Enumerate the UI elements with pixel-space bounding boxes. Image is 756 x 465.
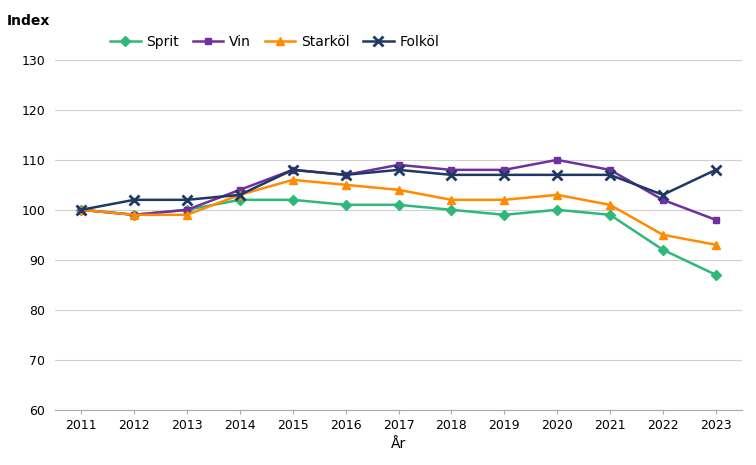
Folköl <box>447 172 456 178</box>
Vin <box>77 207 86 213</box>
Line: Folköl: Folköl <box>76 165 720 215</box>
Sprit <box>130 212 139 218</box>
Starköl <box>394 187 403 193</box>
Folköl <box>658 192 668 198</box>
Starköl <box>711 242 720 247</box>
Vin <box>711 217 720 223</box>
X-axis label: År: År <box>391 437 406 451</box>
Sprit <box>711 272 720 278</box>
Sprit <box>553 207 562 213</box>
Sprit <box>447 207 456 213</box>
Vin <box>182 207 191 213</box>
Line: Vin: Vin <box>78 156 719 223</box>
Vin <box>447 167 456 173</box>
Sprit <box>341 202 350 207</box>
Vin <box>553 157 562 163</box>
Sprit <box>500 212 509 218</box>
Vin <box>658 197 668 203</box>
Vin <box>500 167 509 173</box>
Sprit <box>235 197 244 203</box>
Starköl <box>553 192 562 198</box>
Sprit <box>606 212 615 218</box>
Folköl <box>553 172 562 178</box>
Starköl <box>341 182 350 188</box>
Folköl <box>341 172 350 178</box>
Starköl <box>182 212 191 218</box>
Vin <box>394 162 403 168</box>
Starköl <box>447 197 456 203</box>
Starköl <box>77 207 86 213</box>
Vin <box>341 172 350 178</box>
Line: Starköl: Starköl <box>77 176 720 249</box>
Starköl <box>606 202 615 207</box>
Sprit <box>658 247 668 252</box>
Sprit <box>77 207 86 213</box>
Vin <box>235 187 244 193</box>
Vin <box>288 167 297 173</box>
Sprit <box>182 207 191 213</box>
Folköl <box>130 197 139 203</box>
Legend: Sprit, Vin, Starköl, Folköl: Sprit, Vin, Starköl, Folköl <box>110 34 439 48</box>
Starköl <box>288 177 297 183</box>
Sprit <box>394 202 403 207</box>
Folköl <box>77 207 86 213</box>
Starköl <box>658 232 668 238</box>
Starköl <box>130 212 139 218</box>
Folköl <box>500 172 509 178</box>
Folköl <box>711 167 720 173</box>
Line: Sprit: Sprit <box>78 196 719 278</box>
Folköl <box>182 197 191 203</box>
Folköl <box>606 172 615 178</box>
Folköl <box>288 167 297 173</box>
Folköl <box>235 192 244 198</box>
Sprit <box>288 197 297 203</box>
Starköl <box>235 192 244 198</box>
Starköl <box>500 197 509 203</box>
Vin <box>606 167 615 173</box>
Text: Index: Index <box>7 13 50 27</box>
Folköl <box>394 167 403 173</box>
Vin <box>130 212 139 218</box>
